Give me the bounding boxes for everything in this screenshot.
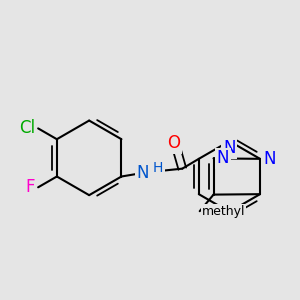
Text: F: F (26, 178, 35, 196)
Text: N: N (223, 139, 236, 157)
Text: methyl: methyl (202, 205, 245, 218)
Text: N: N (217, 149, 229, 167)
Text: H: H (153, 160, 163, 175)
Text: N: N (263, 150, 275, 168)
Text: N: N (136, 164, 149, 181)
Text: Cl: Cl (19, 119, 35, 137)
Text: O: O (167, 134, 180, 152)
